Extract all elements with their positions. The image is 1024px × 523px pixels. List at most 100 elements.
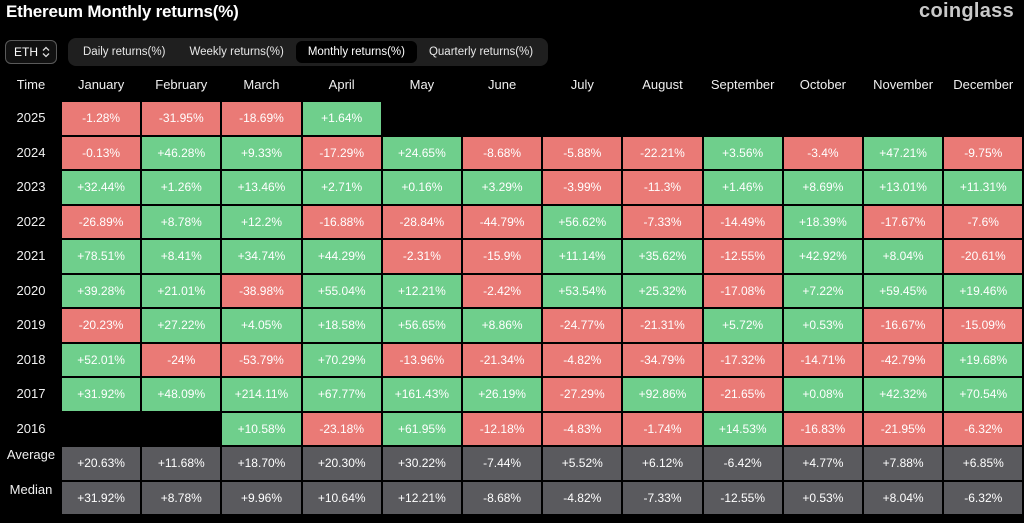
- return-cell: -42.79%: [864, 343, 943, 376]
- column-header-may: May: [409, 77, 435, 92]
- return-cell: +8.41%: [142, 240, 221, 273]
- return-cell: -8.68%: [463, 136, 542, 169]
- column-header-march: March: [243, 77, 280, 92]
- return-cell: -26.89%: [62, 205, 141, 238]
- return-cell: -22.21%: [623, 136, 702, 169]
- return-cell: -3.4%: [783, 136, 862, 169]
- column-header-january: January: [77, 77, 125, 92]
- return-cell: +70.29%: [302, 343, 381, 376]
- return-cell: +14.53%: [703, 412, 782, 445]
- return-cell: +0.08%: [783, 378, 862, 411]
- return-cell: -20.61%: [944, 240, 1023, 273]
- row-label-2024: 2024: [16, 144, 46, 160]
- row-label-2022: 2022: [16, 213, 46, 229]
- return-cell: -24.77%: [543, 309, 622, 342]
- return-cell: +56.62%: [543, 205, 622, 238]
- return-cell: -38.98%: [222, 274, 301, 307]
- return-cell: +8.78%: [142, 205, 221, 238]
- return-cell: -12.55%: [703, 240, 782, 273]
- return-cell: +55.04%: [302, 274, 381, 307]
- summary-cell: +6.85%: [944, 447, 1023, 480]
- return-cell: +4.05%: [222, 309, 301, 342]
- return-cell: +11.31%: [944, 171, 1023, 204]
- column-header-june: June: [487, 77, 517, 92]
- summary-cell: +10.64%: [302, 481, 381, 514]
- return-cell: -16.83%: [783, 412, 862, 445]
- return-cell: -53.79%: [222, 343, 301, 376]
- return-cell: +8.86%: [463, 309, 542, 342]
- row-label-2018: 2018: [16, 351, 46, 367]
- column-header-february: February: [155, 77, 208, 92]
- return-cell: -4.83%: [543, 412, 622, 445]
- corner-label: Time: [16, 77, 46, 92]
- return-cell: -27.29%: [543, 378, 622, 411]
- row-label-2020: 2020: [16, 282, 46, 298]
- row-label-average: Average: [6, 447, 56, 462]
- return-cell: +31.92%: [62, 378, 141, 411]
- column-header-november: November: [873, 77, 934, 92]
- tab-daily-returns[interactable]: Daily returns(%): [83, 46, 166, 58]
- summary-cell: +6.12%: [623, 447, 702, 480]
- return-cell: -16.88%: [302, 205, 381, 238]
- return-cell: -15.9%: [463, 240, 542, 273]
- return-cell: +18.39%: [783, 205, 862, 238]
- return-cell: +21.01%: [142, 274, 221, 307]
- tab-quarterly-returns[interactable]: Quarterly returns(%): [428, 46, 534, 58]
- return-cell: +39.28%: [62, 274, 141, 307]
- summary-cell: +9.96%: [222, 481, 301, 514]
- return-cell: +11.14%: [543, 240, 622, 273]
- return-cell: +92.86%: [623, 378, 702, 411]
- tab-monthly-returns[interactable]: Monthly returns(%): [295, 41, 417, 63]
- return-cell: +19.46%: [944, 274, 1023, 307]
- row-label-median: Median: [9, 481, 53, 497]
- chevron-updown-icon: [42, 46, 50, 58]
- return-cell: -3.99%: [543, 171, 622, 204]
- row-label-2017: 2017: [16, 386, 46, 401]
- summary-cell: +11.68%: [142, 447, 221, 480]
- return-cell: +42.92%: [783, 240, 862, 273]
- return-cell: +59.45%: [864, 274, 943, 307]
- return-cell: +32.44%: [62, 171, 141, 204]
- return-cell: +0.53%: [783, 309, 862, 342]
- return-cell: +12.21%: [382, 274, 461, 307]
- return-cell: +0.16%: [382, 171, 461, 204]
- return-cell: +35.62%: [623, 240, 702, 273]
- summary-cell: +18.70%: [222, 447, 301, 480]
- return-cell: +48.09%: [142, 378, 221, 411]
- return-cell: -17.32%: [703, 343, 782, 376]
- return-cell: +13.46%: [222, 171, 301, 204]
- page-title: Ethereum Monthly returns(%): [6, 2, 239, 21]
- tab-weekly-returns[interactable]: Weekly returns(%): [189, 46, 284, 58]
- asset-select[interactable]: ETH: [5, 40, 57, 64]
- return-cell: +42.32%: [864, 378, 943, 411]
- return-cell: -14.49%: [703, 205, 782, 238]
- column-header-december: December: [953, 77, 1014, 92]
- return-cell: -34.79%: [623, 343, 702, 376]
- return-cell: +47.21%: [864, 136, 943, 169]
- return-cell: -23.18%: [302, 412, 381, 445]
- return-cell: -5.88%: [543, 136, 622, 169]
- return-cell: +70.54%: [944, 378, 1023, 411]
- summary-cell: +20.63%: [62, 447, 141, 480]
- return-cell: +13.01%: [864, 171, 943, 204]
- return-cell: -14.71%: [783, 343, 862, 376]
- summary-cell: +7.88%: [864, 447, 943, 480]
- summary-cell: +8.04%: [864, 481, 943, 514]
- return-cell: -0.13%: [62, 136, 141, 169]
- return-cell: +25.32%: [623, 274, 702, 307]
- return-cell: +34.74%: [222, 240, 301, 273]
- asset-select-value: ETH: [14, 45, 38, 59]
- return-cell: -20.23%: [62, 309, 141, 342]
- return-cell: +1.64%: [302, 102, 381, 135]
- summary-cell: +31.92%: [62, 481, 141, 514]
- return-cell: -12.18%: [463, 412, 542, 445]
- return-cell: -2.42%: [463, 274, 542, 307]
- return-cell: -21.34%: [463, 343, 542, 376]
- summary-cell: +20.30%: [302, 447, 381, 480]
- return-cell: +56.65%: [382, 309, 461, 342]
- return-cell: +3.56%: [703, 136, 782, 169]
- return-cell: -16.67%: [864, 309, 943, 342]
- return-cell: -28.84%: [382, 205, 461, 238]
- row-label-2023: 2023: [16, 179, 46, 194]
- column-header-october: October: [799, 77, 847, 92]
